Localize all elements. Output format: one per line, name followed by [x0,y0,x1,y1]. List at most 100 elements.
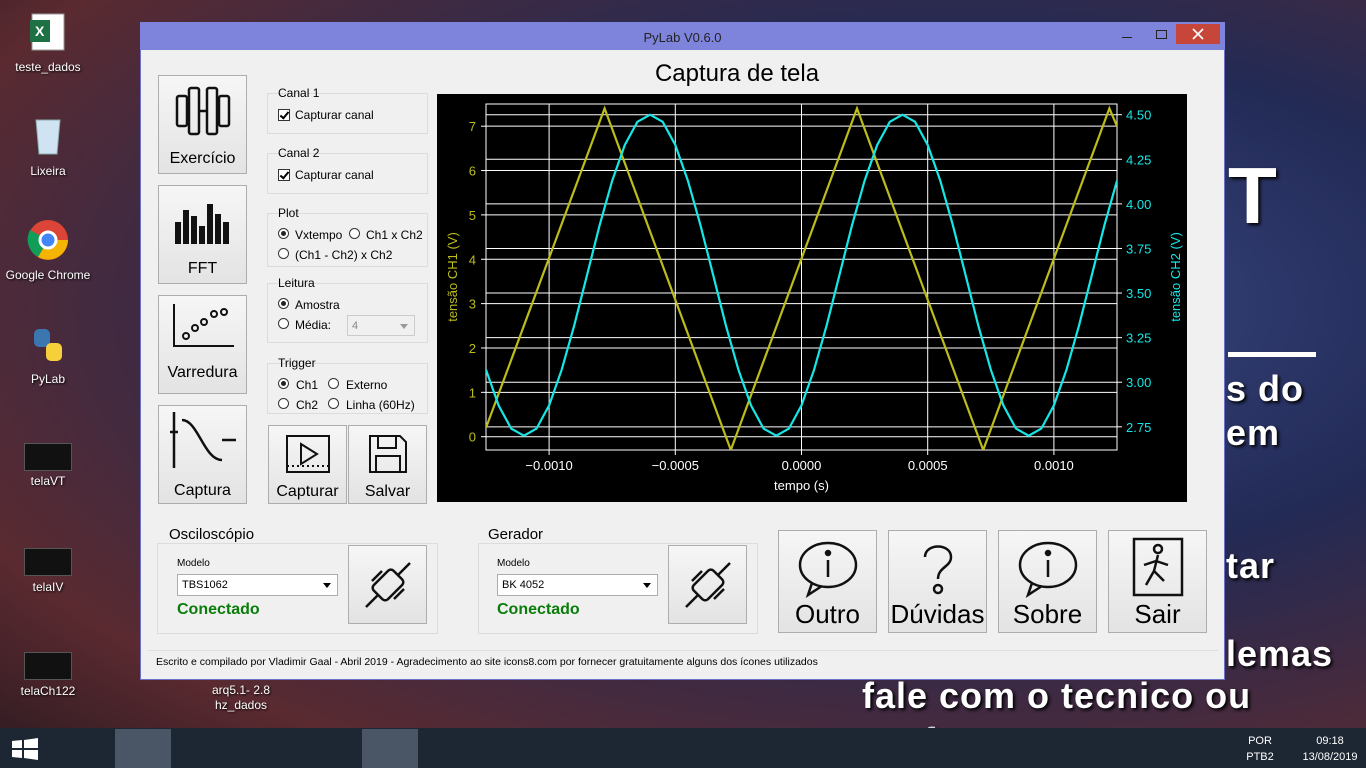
desktop-icon-label: telaIV [32,580,64,594]
x-axis-label: tempo (s) [774,478,829,493]
taskbar-app[interactable] [362,729,418,768]
title-bar [140,22,1225,50]
thumbnail-icon[interactable] [24,652,72,680]
radio-label: Ch2 [296,398,319,412]
big-button[interactable]: Sair [1108,530,1207,633]
connect-button[interactable] [348,545,427,624]
radio-button[interactable] [328,378,339,389]
radio-button[interactable] [328,398,339,409]
maximize-button[interactable] [1156,30,1167,39]
sidebar-button[interactable]: FFT [158,185,247,284]
axes-frame [485,103,1118,451]
desktop-icon-label: Lixeira [30,164,66,178]
info-icon [1018,541,1077,598]
group-box [267,363,428,414]
radio-button[interactable] [278,398,289,409]
model-select[interactable]: BK 4052 [497,574,658,596]
model-select[interactable]: TBS1062 [177,574,338,596]
checkbox[interactable] [278,109,290,121]
radio-label: Vxtempo [295,228,343,242]
minimize-button[interactable] [1122,37,1132,38]
x-tick-label: −0.0005 [652,458,699,473]
play-icon [285,435,330,473]
radio-button[interactable] [278,378,289,389]
y-tick-label: 2 [469,341,476,356]
radio-button[interactable] [278,248,289,259]
tray-date[interactable]: 13/08/2019 [1302,751,1358,763]
radio-label: (Ch1 - Ch2) x Ch2 [295,248,393,262]
save-button[interactable]: Salvar [348,425,427,504]
thumbnail-icon[interactable] [24,548,72,576]
y-tick-label: 6 [469,164,476,179]
status: Conectado [177,601,260,618]
big-button[interactable]: Outro [778,530,877,633]
save-icon [368,435,407,473]
tray-layout[interactable]: PTB2 [1246,751,1274,763]
radio-button[interactable] [278,318,289,329]
group-box [267,153,428,194]
y-axis-label: tensão CH1 (V) [445,232,460,322]
group-box [157,543,438,634]
y2-tick-label: 4.50 [1126,108,1151,123]
big-button[interactable]: Sobre [998,530,1097,633]
desktop-icon[interactable] [28,325,68,370]
thumbnail-icon[interactable] [24,443,72,471]
checkbox[interactable] [278,169,290,181]
svg-text:X: X [35,23,45,39]
media-select[interactable]: 4 [347,315,415,336]
y-tick-label: 3 [469,297,476,312]
group-title: Plot [278,206,299,220]
tray-language[interactable]: POR [1248,735,1272,747]
wallpaper-text: lemas [1226,633,1334,674]
big-button[interactable]: Dúvidas [888,530,987,633]
y2-axis-label: tensão CH2 (V) [1168,232,1183,322]
group-title: Leitura [278,276,315,290]
radio-button[interactable] [278,298,289,309]
start-button[interactable] [10,737,40,761]
y2-tick-label: 3.75 [1126,241,1151,256]
taskbar-app[interactable] [115,729,171,768]
capture-button[interactable]: Capturar [268,425,347,504]
checkbox-label: Capturar canal [295,108,374,122]
desktop-icon-label: hz_dados [214,698,268,712]
y-tick-label: 7 [469,119,476,134]
python-icon [34,329,62,361]
chart-title: Captura de tela [654,60,820,87]
group-title: Canal 2 [278,146,320,160]
desktop-icon[interactable]: X [28,12,68,57]
radio-label: Amostra [295,298,340,312]
group-title: Canal 1 [278,86,320,100]
series-line [486,113,1117,437]
select-value: TBS1062 [182,579,228,591]
desktop-icon-label: PyLab [30,372,66,386]
button-label: Sair [1134,599,1181,629]
sidebar-button[interactable]: Captura [158,405,247,504]
radio-button[interactable] [349,228,360,239]
wallpaper-text: fale com o tecnico ou [862,675,1252,716]
desktop-icon[interactable] [28,112,68,161]
sidebar-label: Varredura [167,364,238,381]
x-tick-label: 0.0005 [908,458,948,473]
fft-icon [174,204,229,244]
tray-time[interactable]: 09:18 [1316,735,1344,747]
desktop-icon[interactable] [26,218,70,267]
radio-label: Externo [346,378,388,392]
sidebar-button[interactable]: Varredura [158,295,247,394]
desktop-icon-label: arq5.1- 2.8 [211,683,271,697]
group-box [267,93,428,134]
button-label: Salvar [364,483,411,500]
recycle-icon [35,119,61,155]
close-button[interactable] [1176,24,1220,44]
radio-label: Linha (60Hz) [346,398,415,412]
y2-tick-label: 3.25 [1126,331,1151,346]
wallpaper-text: s do [1226,368,1305,409]
radio-label: Ch1 [296,378,319,392]
radio-button[interactable] [278,228,289,239]
scatter-icon [172,304,234,347]
close-icon [1192,28,1204,40]
connect-button[interactable] [668,545,747,624]
taskbar [0,728,1366,768]
y2-tick-label: 4.25 [1126,152,1151,167]
y2-tick-label: 3.00 [1126,375,1151,390]
sidebar-button[interactable]: Exercício [158,75,247,174]
